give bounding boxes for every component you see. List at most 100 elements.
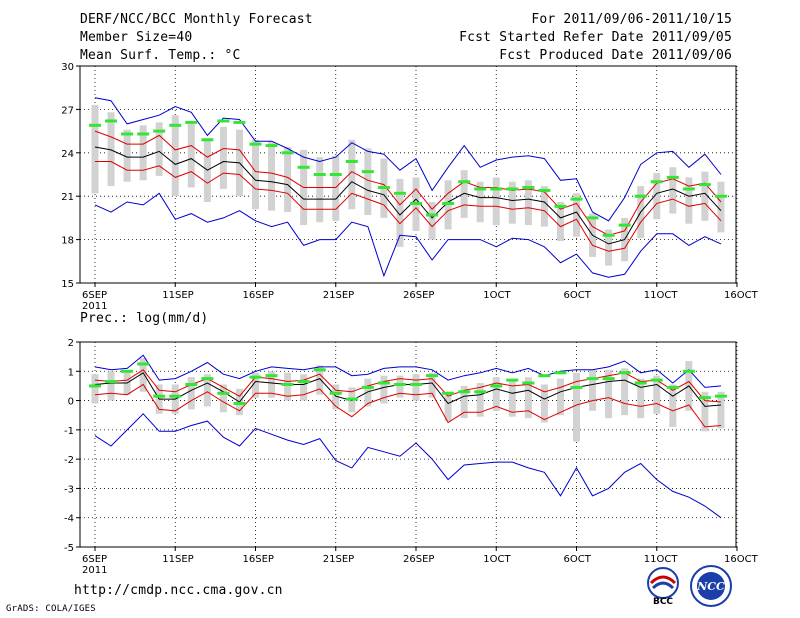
precip-ensemble-box (492, 377, 500, 411)
precip-ensemble-box (123, 369, 131, 395)
temp-ensemble-box (91, 105, 99, 194)
precip-xtick-label: 1OCT (483, 554, 511, 565)
temp-ensemble-box (219, 126, 227, 189)
precip-marker (121, 369, 134, 373)
precip-marker (345, 397, 358, 401)
temp-ytick-label: 24 (61, 149, 74, 160)
precip-marker (426, 374, 439, 378)
ncc-logo-text: NCC (696, 580, 725, 593)
temp-marker (377, 186, 390, 190)
precip-series-lower (94, 383, 722, 428)
temp-marker (153, 129, 166, 133)
temp-ensemble-box (332, 155, 340, 221)
temp-marker (105, 119, 118, 123)
precip-marker (410, 382, 422, 386)
ncc-logo: NCC (690, 565, 732, 607)
temp-marker (570, 197, 583, 201)
temp-ensemble-box (252, 139, 259, 210)
temp-xtick-label: 6SEP (82, 290, 107, 301)
temp-ensemble-box (396, 178, 404, 247)
precip-marker (474, 390, 487, 394)
precip-ytick-label: 0 (68, 397, 74, 408)
temp-marker (666, 175, 679, 179)
temp-xtick-label: 26SEP (403, 290, 434, 301)
temp-ensemble-box (556, 201, 564, 242)
precip-ensemble-box (717, 391, 725, 429)
precip-ensemble-box (396, 375, 404, 398)
precip-ensemble-box (300, 374, 308, 401)
precip-marker (393, 382, 406, 386)
precip-ytick-label: -2 (64, 455, 74, 466)
bcc-logo: BCC (647, 567, 679, 606)
precip-marker (442, 391, 455, 395)
temp-marker (554, 204, 567, 208)
temp-marker (474, 187, 487, 191)
chart-title: DERF/NCC/BCC Monthly Forecast (80, 12, 313, 27)
temp-series-max (94, 97, 722, 222)
precip-title: Prec.: log(mm/d) (80, 311, 209, 326)
precip-marker (682, 369, 695, 373)
precip-marker (377, 381, 390, 385)
temp-series-lower (95, 161, 722, 252)
precip-marker (169, 394, 182, 398)
precip-marker (185, 382, 198, 386)
precip-ensemble-box (268, 371, 276, 398)
precip-marker (89, 384, 101, 388)
temp-ytick-label: 21 (61, 192, 74, 203)
precip-series-mean (94, 372, 722, 407)
precip-ensemble-box (508, 380, 516, 417)
temp-marker (506, 187, 519, 191)
temp-ytick-label: 30 (61, 62, 74, 73)
precip-ensemble-box (364, 378, 372, 407)
precip-ensemble-box (284, 372, 292, 401)
precip-ensemble-box (605, 369, 613, 419)
temp-xtick-label: 6OCT (564, 290, 592, 301)
precip-ytick-label: -5 (64, 543, 74, 554)
source-url[interactable]: http://cmdp.ncc.cma.gov.cn (74, 583, 283, 598)
temp-marker (442, 201, 455, 205)
temp-xtick-label: 16SEP (243, 290, 274, 301)
temp-marker (618, 223, 631, 227)
temp-ensemble-box (284, 147, 292, 213)
temp-ensemble-box (460, 170, 468, 218)
precip-marker (506, 378, 519, 382)
temp-ensemble-box (348, 139, 356, 210)
temp-xtick-label: 16OCT (724, 290, 759, 301)
temp-marker (698, 183, 711, 187)
temp-ensemble-box (171, 115, 179, 197)
precip-ensemble-box (187, 377, 195, 410)
temp-marker (185, 120, 198, 124)
precip-marker (361, 385, 374, 389)
temp-marker (602, 233, 615, 237)
precip-ensemble-box (332, 384, 340, 410)
temp-marker (249, 142, 262, 146)
precip-ensemble-box (219, 384, 227, 413)
temp-marker (345, 159, 358, 163)
precip-xtick-label: 6SEP (82, 554, 107, 565)
precip-ensemble-box (139, 358, 147, 392)
precip-ensemble-box (573, 372, 580, 442)
precip-marker (586, 377, 599, 381)
precip-ensemble-box (316, 365, 324, 395)
temp-marker (586, 216, 599, 220)
temp-marker (426, 213, 439, 217)
temp-frame (79, 65, 737, 284)
precip-series-max (94, 354, 722, 388)
precip-ensemble-box (203, 374, 211, 407)
precip-xtick-label: 21SEP (323, 554, 354, 565)
temp-ensemble-box (524, 180, 532, 226)
temp-marker (121, 132, 134, 136)
temp-ensemble-box (701, 171, 709, 221)
temp-marker (490, 187, 503, 191)
precip-xtick-label: 26SEP (403, 554, 434, 565)
temp-ensemble-box (107, 112, 115, 187)
temp-ensemble-box (717, 181, 725, 233)
temp-ensemble-box (139, 125, 147, 181)
precip-xtick-label: 11SEP (162, 554, 193, 565)
precip-marker (458, 390, 471, 394)
precip-xtick-label: 6OCT (564, 554, 592, 565)
temp-ensemble-box (653, 173, 661, 220)
precip-marker (650, 378, 663, 382)
precip-marker (329, 391, 342, 395)
temp-marker (682, 187, 695, 191)
